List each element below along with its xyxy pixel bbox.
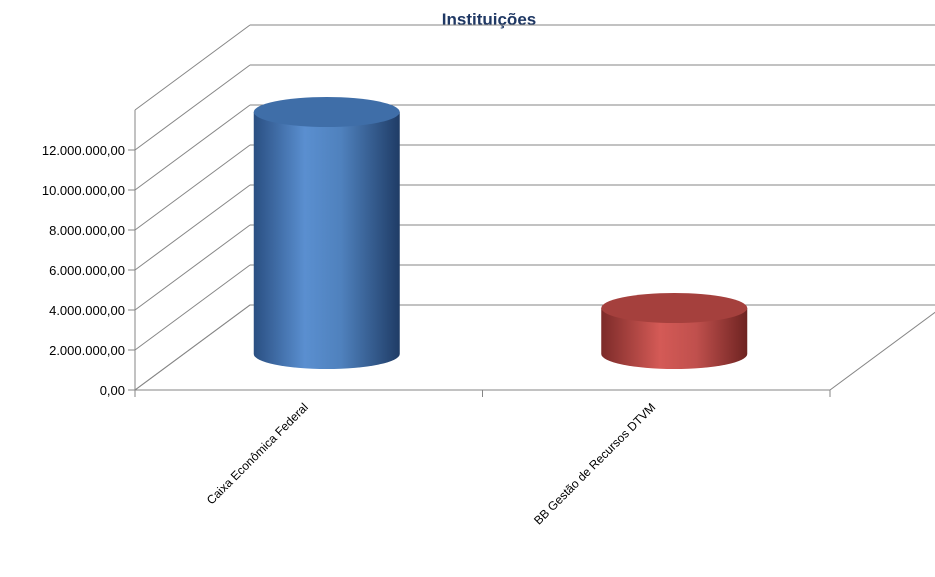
y-tick-label: 4.000.000,00: [49, 303, 125, 318]
bars: [253, 97, 748, 369]
y-tick-label: 6.000.000,00: [49, 263, 125, 278]
y-tick-label: 0,00: [100, 383, 125, 398]
side-gridline: [134, 64, 251, 151]
y-axis-ticks: 0,00 2.000.000,00 4.000.000,00 6.000.000,00…: [42, 143, 135, 398]
bar-body: [601, 308, 748, 369]
y-tick-label: 10.000.000,00: [42, 183, 125, 198]
side-gridline: [134, 144, 251, 231]
side-gridline: [134, 264, 251, 351]
side-gridline: [134, 24, 251, 111]
bar-top: [253, 97, 400, 127]
y-tick-label: 2.000.000,00: [49, 343, 125, 358]
gridlines: [133, 24, 935, 391]
side-gridline: [134, 224, 251, 311]
bar-1: [253, 97, 400, 369]
x-tick-label: Caixa Econômica Federal: [204, 400, 311, 507]
bar-top: [601, 293, 748, 323]
x-axis-ticks: Caixa Econômica Federal BB Gestão de Recu…: [134, 390, 831, 528]
bar-2: [601, 293, 748, 369]
side-gridline: [134, 184, 251, 271]
chart-title: Instituições: [442, 10, 536, 29]
y-tick-label: 12.000.000,00: [42, 143, 125, 158]
y-tick-label: 8.000.000,00: [49, 223, 125, 238]
side-gridline: [134, 304, 251, 391]
side-gridline: [134, 104, 251, 191]
x-tick-label: BB Gestão de Recursos DTVM: [531, 400, 658, 527]
bar-body: [253, 112, 400, 369]
